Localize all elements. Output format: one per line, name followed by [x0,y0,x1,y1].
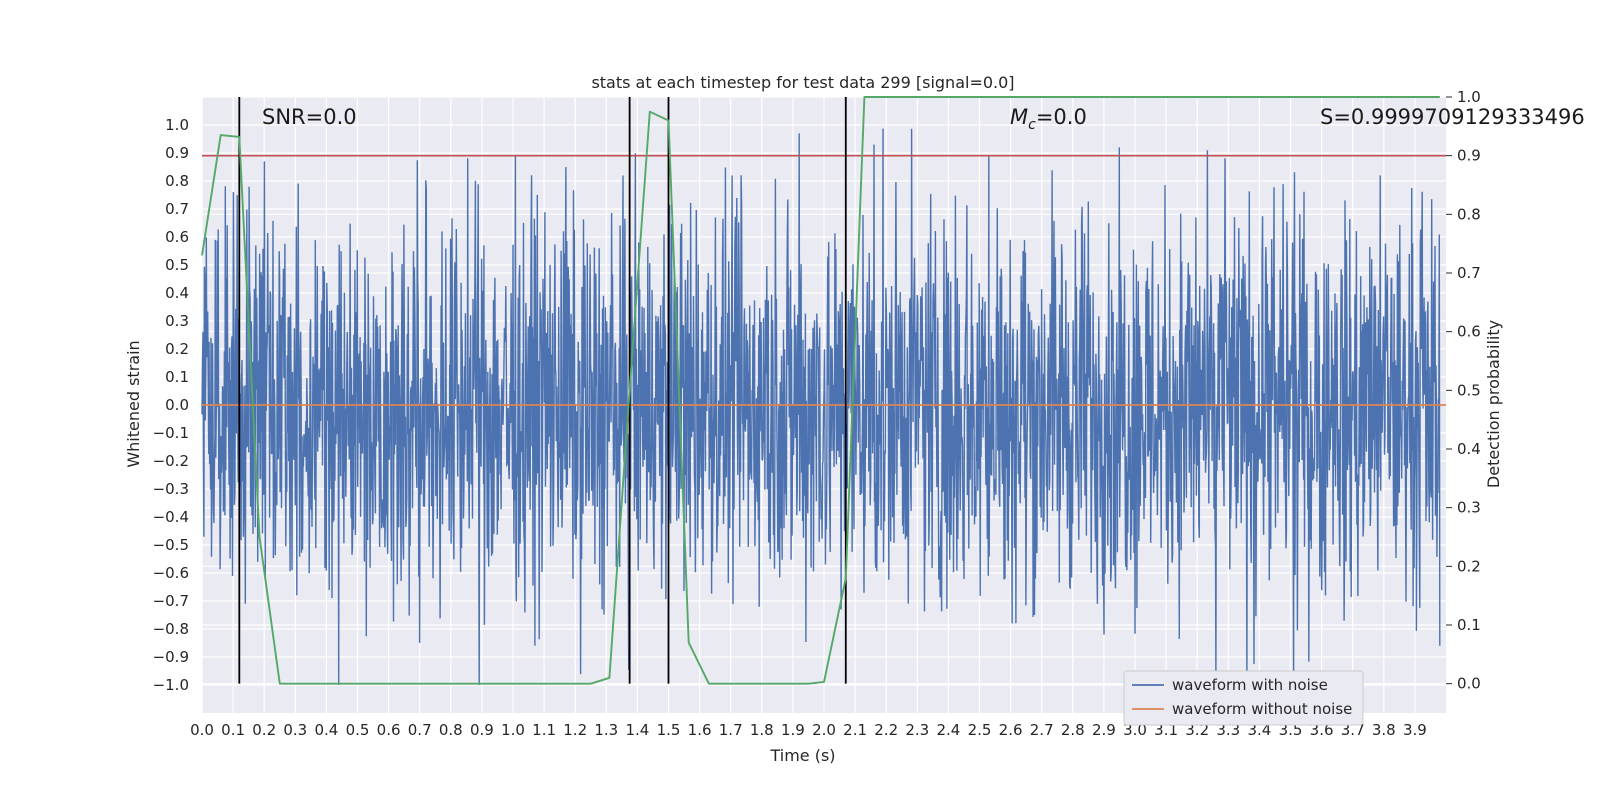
y2-axis-label: Detection probability [1484,320,1503,488]
y-tick-label: 0.0 [165,396,189,414]
x-tick-label: 0.2 [252,721,276,739]
y-tick-label: −0.7 [153,592,189,610]
y-tick-label: −1.0 [153,676,189,694]
y2-tick-label: 0.9 [1457,147,1481,165]
legend-label-clean: waveform without noise [1172,700,1352,718]
x-tick-label: 1.6 [688,721,712,739]
x-tick-label: 2.1 [843,721,867,739]
y-tick-labels: 1.0 0.9 0.8 0.7 0.6 0.5 0.4 0.3 0.2 0.1 0.0 −0.1 −0.… [153,116,189,694]
x-tick-label: 0.8 [439,721,463,739]
x-tick-label: 1.4 [625,721,649,739]
y-tick-label: 0.4 [165,284,189,302]
snr-annotation: SNR=0.0 [262,105,357,129]
x-tick-label: 0.5 [346,721,370,739]
score-annotation: S=0.9999709129333496 [1320,105,1585,129]
x-tick-label: 0.9 [470,721,494,739]
x-tick-label: 2.5 [968,721,992,739]
y-tick-label: −0.2 [153,452,189,470]
y-tick-label: 0.6 [165,228,189,246]
x-axis-label: Time (s) [769,746,835,765]
x-tick-label: 2.2 [874,721,898,739]
x-tick-label: 0.1 [221,721,245,739]
y-tick-label: 0.1 [165,368,189,386]
y2-tick-label: 0.1 [1457,616,1481,634]
x-tick-label: 2.0 [812,721,836,739]
x-tick-label: 1.2 [563,721,587,739]
y-tick-label: 0.3 [165,312,189,330]
y-tick-label: 0.9 [165,144,189,162]
y-tick-label: −0.9 [153,648,189,666]
y2-tick-label: 0.4 [1457,440,1481,458]
waveform-with-noise-series [201,128,1441,686]
y-tick-label: 0.2 [165,340,189,358]
y-tick-label: −0.4 [153,508,189,526]
x-tick-label: 1.7 [719,721,743,739]
y2-tick-label: 1.0 [1457,88,1481,106]
x-tick-label: 1.1 [532,721,556,739]
probability-line [201,96,1440,685]
y2-tick-label: 0.6 [1457,323,1481,341]
legend-label-noise: waveform with noise [1172,676,1328,694]
x-tick-label: 3.9 [1403,721,1427,739]
y-axis-label: Whitened strain [124,340,143,467]
x-tick-label: 0.0 [190,721,214,739]
x-tick-label: 1.5 [657,721,681,739]
legend-box [1123,670,1364,726]
x-tick-label: 0.6 [377,721,401,739]
y-tick-label: −0.6 [153,564,189,582]
y2-tick-label: 0.8 [1457,205,1481,223]
chart-title: stats at each timestep for test data 299… [591,73,1014,92]
y2-tick-label: 0.2 [1457,557,1481,575]
noise-line [201,128,1441,686]
y-tick-label: 0.5 [165,256,189,274]
chirp-mass-annotation: Mc=0.0 [1010,105,1087,133]
detection-probability-series [201,96,1440,685]
y-tick-label: 0.7 [165,200,189,218]
x-tick-label: 0.7 [408,721,432,739]
y2-tick-label: 0.7 [1457,264,1481,282]
x-tick-label: 2.7 [1030,721,1054,739]
y-tick-label: 0.8 [165,172,189,190]
x-tick-label: 1.3 [594,721,618,739]
legend: waveform with noise waveform without noi… [1123,670,1364,726]
x-tick-label: 2.9 [1092,721,1116,739]
x-tick-label: 1.0 [501,721,525,739]
x-tick-label: 1.8 [750,721,774,739]
y-tick-label: −0.3 [153,480,189,498]
x-tick-label: 3.8 [1372,721,1396,739]
x-tick-label: 0.4 [314,721,338,739]
x-tick-label: 0.3 [283,721,307,739]
x-tick-label: 1.9 [781,721,805,739]
y2-tick-label: 0.5 [1457,381,1481,399]
y-tick-label: −0.1 [153,424,189,442]
y-tick-label: −0.5 [153,536,189,554]
x-tick-label: 2.4 [936,721,960,739]
y2-tick-label: 0.3 [1457,499,1481,517]
y2-tick-labels: 1.0 0.9 0.8 0.7 0.6 0.5 0.4 0.3 0.2 0.1 0.0 [1446,88,1481,693]
x-tick-label: 2.3 [905,721,929,739]
y2-tick-label: 0.0 [1457,675,1481,693]
y-tick-label: −0.8 [153,620,189,638]
x-tick-label: 2.6 [999,721,1023,739]
y-tick-label: 1.0 [165,116,189,134]
x-tick-label: 2.8 [1061,721,1085,739]
